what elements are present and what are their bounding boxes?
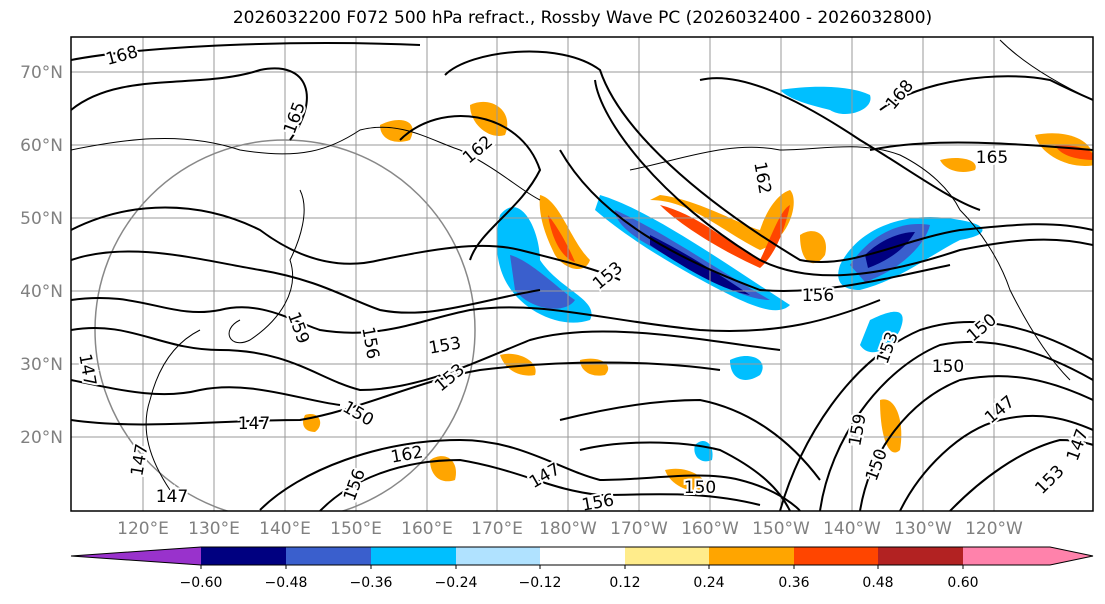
colorbar-segment (71, 547, 201, 565)
contour-label: 150 (932, 357, 964, 377)
colorbar-tick-label: 0.12 (609, 575, 640, 591)
contour-label: 147 (238, 414, 270, 434)
lon-label: 150°E (330, 519, 382, 539)
lon-label: 140°E (259, 519, 311, 539)
colorbar-tick-label: 0.48 (862, 575, 893, 591)
lon-label: 170°E (471, 519, 523, 539)
lon-label: 120°E (117, 519, 169, 539)
grid-lines (71, 37, 1093, 511)
colorbar-segment (963, 547, 1093, 565)
colorbar-segment (456, 547, 540, 565)
map-frame (70, 36, 1094, 512)
reference-circle (94, 139, 476, 511)
colorbar-tick-label: −0.60 (180, 575, 223, 591)
lat-label: 30°N (20, 355, 63, 375)
colorbar-segment (625, 547, 709, 565)
lon-label: 140°W (823, 519, 881, 539)
lon-label: 120°W (965, 519, 1023, 539)
contour-label: 156 (802, 286, 834, 306)
longitude-labels: 120°E 130°E 140°E 150°E 160°E 170°E 180°W 170°W… (117, 519, 1023, 539)
colorbar-segment (794, 547, 878, 565)
latitude-labels: 70°N 60°N 50°N 40°N 30°N 20°N (20, 63, 63, 448)
map-title: 2026032200 F072 500 hPa refract., Rossby… (232, 8, 933, 28)
colorbar-tick-label: 0.36 (778, 575, 809, 591)
map-area (71, 37, 1093, 511)
colorbar-tick-label: −0.36 (350, 575, 393, 591)
contour-label: 156 (580, 490, 615, 515)
contour-label: 165 (976, 148, 1008, 168)
contour-label: 150 (684, 478, 716, 498)
lat-label: 60°N (20, 136, 63, 156)
colorbar-tick-label: −0.48 (265, 575, 308, 591)
colorbar-tick-label: −0.12 (519, 575, 562, 591)
colorbar-tick-label: 0.24 (693, 575, 724, 591)
colorbar-tick-label: −0.24 (435, 575, 478, 591)
lon-label: 160°W (681, 519, 739, 539)
colorbar-segment (201, 547, 286, 565)
colorbar-segment (371, 547, 456, 565)
colorbar: −0.60 −0.48 −0.36 −0.24 −0.12 0.12 0.24 0.36 0.4… (70, 546, 1094, 591)
colorbar-segment (878, 547, 963, 565)
lon-label: 150°W (752, 519, 810, 539)
colorbar-segment (286, 547, 371, 565)
lat-label: 50°N (20, 209, 63, 229)
colorbar-tick-label: 0.60 (947, 575, 978, 591)
lon-label: 130°E (188, 519, 240, 539)
height-contours (71, 42, 1093, 511)
contour-label: 147 (156, 487, 188, 507)
lon-label: 180°W (539, 519, 597, 539)
lat-label: 20°N (20, 428, 63, 448)
colorbar-segment (709, 547, 794, 565)
lon-label: 130°W (894, 519, 952, 539)
contour-label: 159 (845, 412, 870, 447)
lon-label: 160°E (401, 519, 453, 539)
colorbar-segment (540, 547, 625, 565)
lon-label: 170°W (610, 519, 668, 539)
coastlines (71, 39, 1093, 491)
lat-label: 40°N (20, 282, 63, 302)
lat-label: 70°N (20, 63, 63, 83)
